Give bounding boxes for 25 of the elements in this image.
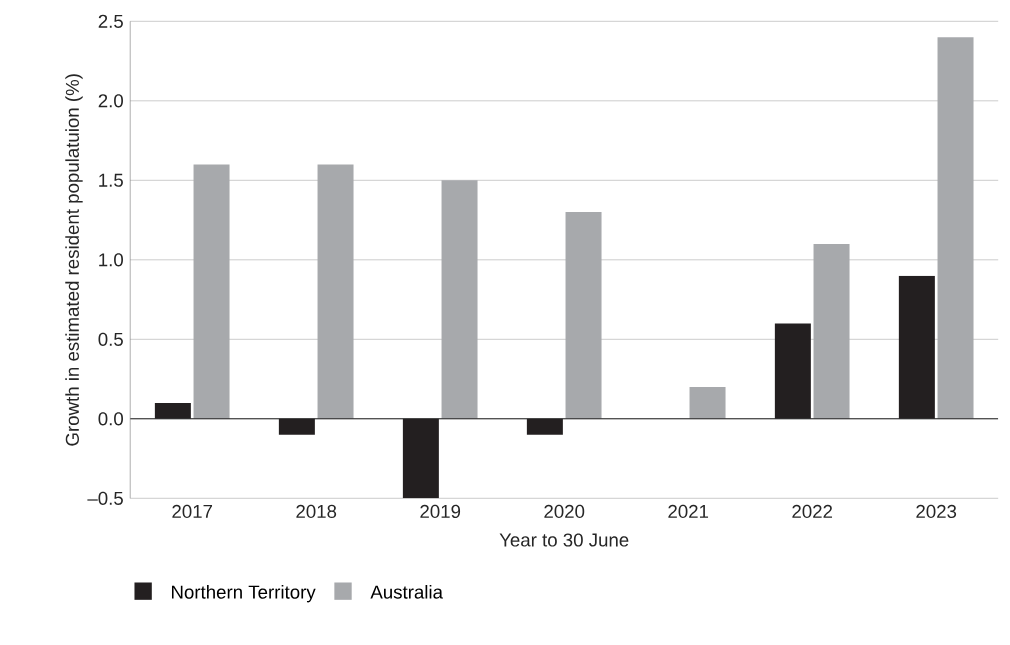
y-tick-label: 1.5: [99, 173, 123, 187]
x-tick-label: 2020: [544, 504, 585, 519]
bar: [565, 212, 602, 419]
y-tick-label: 0.0: [98, 412, 123, 426]
legend-label: Northern Territory: [172, 585, 316, 603]
x-tick-label: 2022: [792, 504, 833, 519]
y-tick-label: –0.5: [87, 491, 123, 505]
y-tick-label: 2.0: [98, 94, 123, 108]
y-tick-label: 2.5: [98, 14, 123, 28]
x-tick-label: 2023: [916, 504, 957, 519]
y-axis-title: Growth in estimated resident populatuion (%): [65, 74, 83, 446]
y-tick-label: 0.5: [98, 332, 123, 346]
legend-label: Australia: [370, 585, 443, 599]
bar: [689, 387, 726, 419]
x-tick-label: 2018: [296, 504, 337, 519]
bar: [193, 164, 230, 419]
bar: [317, 164, 354, 419]
x-tick-label: 2017: [172, 504, 213, 519]
x-tick-label: 2019: [420, 504, 461, 519]
x-tick-label: 2021: [668, 504, 709, 519]
bar: [937, 37, 974, 419]
bar: [813, 243, 850, 419]
x-axis-title: Year to 30 June: [499, 533, 629, 547]
bar: [441, 180, 478, 419]
y-tick-label: 1.0: [99, 253, 123, 267]
